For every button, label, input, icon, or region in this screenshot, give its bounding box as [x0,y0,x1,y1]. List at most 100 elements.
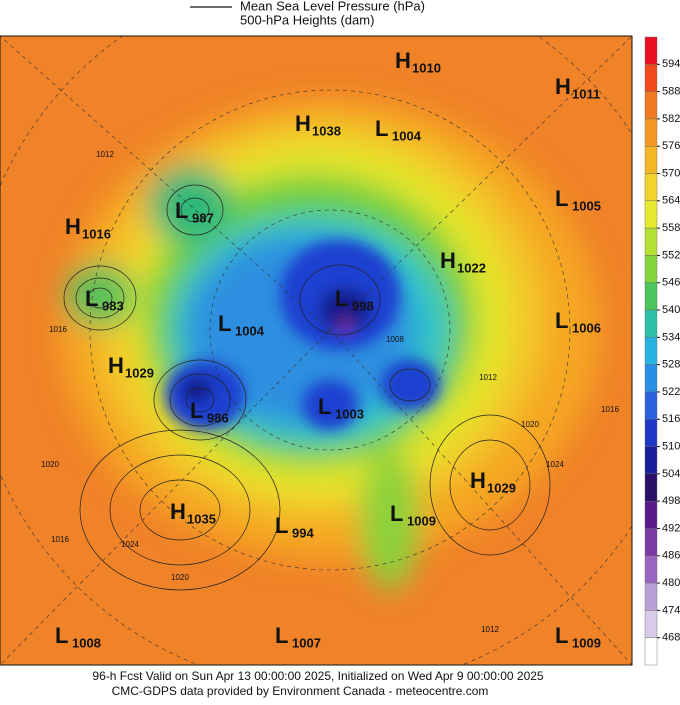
colorbar-cell [644,173,658,202]
colorbar-cell [644,473,658,502]
colorbar-label: 504 [662,468,680,480]
center-letter: L [555,186,568,211]
center-letter: H [555,74,571,99]
center-letter: L [275,623,288,648]
center-letter: H [170,499,186,524]
isobar-label: 1024 [121,540,139,549]
colorbar-label: 546 [662,277,680,289]
colorbar-label: 468 [662,632,680,644]
center-value: 1009 [407,513,436,528]
colorbar-cell [644,255,658,283]
center-value: 1006 [572,320,601,335]
center-value: 986 [207,410,229,425]
center-letter: L [390,501,403,526]
isobar-label: 1020 [521,420,539,429]
colorbar-cell [644,200,658,229]
colorbar-cell [644,637,658,666]
center-letter: L [318,394,331,419]
isobar-label: 1012 [96,150,114,159]
colorbar-cell [644,91,658,120]
colorbar-label: 564 [662,195,680,207]
colorbar-label: 528 [662,359,680,371]
legend-heights: 500-hPa Heights (dam) [240,12,374,27]
colorbar-label: 588 [662,86,680,98]
legend-pressure: Mean Sea Level Pressure (hPa) [240,0,425,13]
colorbar-cell [644,555,658,584]
isobar-label: 1012 [479,373,497,382]
center-letter: L [555,308,568,333]
isobar-label: 1020 [171,573,189,582]
colorbar-label: 474 [662,604,680,616]
center-letter: L [55,623,68,648]
isobar-label: 1016 [51,535,69,544]
colorbar-label: 516 [662,413,680,425]
colorbar-label: 576 [662,140,680,152]
colorbar-label: 486 [662,550,680,562]
center-value: 1016 [82,226,111,241]
colorbar-label: 534 [662,331,680,343]
colorbar-label: 480 [662,577,680,589]
center-letter: L [218,311,231,336]
colorbar-cell [644,227,658,256]
colorbar-cell [644,528,658,556]
center-letter: L [275,513,288,538]
colorbar-label: 558 [662,222,680,234]
colorbar-cell [644,64,658,92]
colorbar-cell [644,146,658,174]
center-letter: H [65,214,81,239]
center-letter: L [555,623,568,648]
center-value: 1007 [292,635,321,650]
center-value: 1029 [125,365,154,380]
center-letter: H [395,48,411,73]
colorbar-cell [644,36,658,65]
isobar-label: 1012 [481,625,499,634]
center-value: 1022 [457,260,486,275]
colorbar-cell [644,582,658,611]
map-frame [0,35,633,666]
colorbar-cell [644,500,658,529]
center-value: 1035 [187,511,216,526]
colorbar-label: 594 [662,58,680,70]
colorbar-cell [644,364,658,393]
center-value: 1029 [487,480,516,495]
center-value: 1009 [572,635,601,650]
center-letter: H [470,468,486,493]
center-letter: H [295,111,311,136]
center-value: 1010 [412,60,441,75]
center-value: 1011 [572,86,600,101]
center-value: 1004 [392,128,422,143]
center-value: 983 [102,298,124,313]
center-value: 1004 [235,323,265,338]
colorbar-label: 492 [662,522,680,534]
center-letter: L [190,398,203,423]
colorbar-label: 570 [662,167,680,179]
colorbar-cell [644,118,658,147]
colorbar-label: 510 [662,440,680,452]
center-letter: L [175,198,188,223]
center-letter: L [375,116,388,141]
center-value: 998 [352,298,374,313]
colorbar-label: 552 [662,249,680,261]
colorbar: 594 588 582 576 570 564 558 552 546 540 534 528 522 5… [644,36,680,666]
colorbar-cell [644,337,658,365]
footer-credit: CMC-GDPS data provided by Environment Ca… [112,684,489,698]
center-letter: L [85,286,98,311]
center-value: 1005 [572,198,601,213]
center-letter: H [440,248,456,273]
center-value: 987 [192,210,214,225]
isobar-label: 1016 [49,325,67,334]
isobar-label: 1024 [546,460,564,469]
colorbar-label: 582 [662,113,680,125]
colorbar-cell [644,282,658,311]
center-value: 1003 [335,406,364,421]
footer-valid: 96-h Fcst Valid on Sun Apr 13 00:00:00 2… [92,669,544,683]
colorbar-cell [644,391,658,420]
isobar-label: 1016 [601,405,619,414]
center-value: 1008 [72,635,101,650]
colorbar-cell [644,419,658,447]
colorbar-cell [644,309,658,338]
center-letter: H [108,353,124,378]
center-letter: L [335,286,348,311]
colorbar-cell [644,610,658,638]
colorbar-cell [644,446,658,475]
